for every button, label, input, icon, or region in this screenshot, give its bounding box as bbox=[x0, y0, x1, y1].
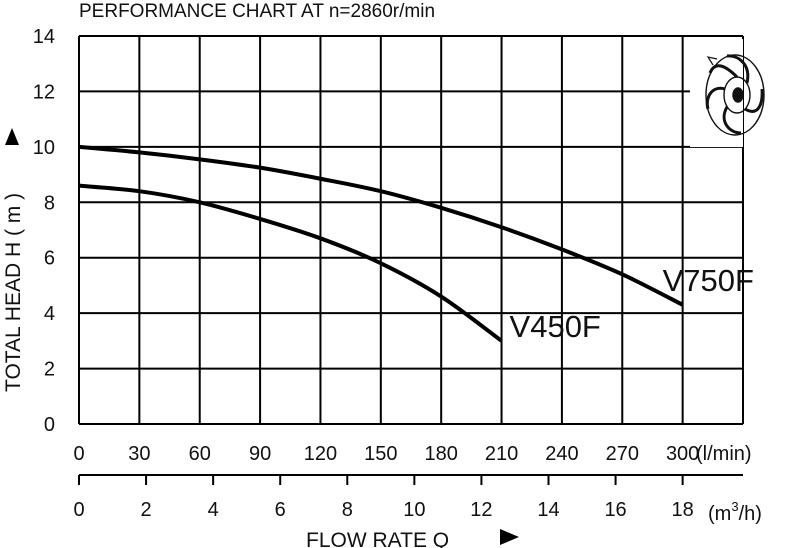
pump-impeller-icon bbox=[705, 54, 765, 136]
x-unit-lpm: (l/min) bbox=[696, 443, 752, 465]
series-line-v750f bbox=[78, 144, 684, 307]
x-tick-label-m3h: 2 bbox=[141, 499, 152, 521]
chart-title: PERFORMANCE CHART AT n=2860r/min bbox=[79, 1, 435, 22]
x-tick-label-lpm: 180 bbox=[424, 443, 457, 465]
x-tick-label-lpm: 240 bbox=[545, 443, 578, 465]
y-tick-label: 0 bbox=[44, 414, 55, 436]
x-unit-m3h: (m3/h) bbox=[708, 499, 762, 525]
y-tick-label: 10 bbox=[33, 137, 55, 159]
y-tick-labels: 0 2 4 6 8 10 12 14 bbox=[33, 26, 55, 436]
x-tick-label-m3h: 16 bbox=[604, 499, 626, 521]
x-tick-label-m3h: 14 bbox=[537, 499, 559, 521]
x-tick-label-lpm: 300 bbox=[666, 443, 699, 465]
x-tick-label-lpm: 60 bbox=[189, 443, 211, 465]
x-tick-label-m3h: 18 bbox=[672, 499, 694, 521]
x-tick-label-lpm: 0 bbox=[73, 443, 84, 465]
x-tick-label-m3h: 0 bbox=[73, 499, 84, 521]
x-tick-label-m3h: 8 bbox=[342, 499, 353, 521]
x-tick-label-lpm: 120 bbox=[304, 443, 337, 465]
x-axis-arrow-icon bbox=[500, 529, 519, 545]
x-tick-labels-lpm: 0 30 60 90 120 150 180 210 240 270 300 bbox=[73, 443, 699, 465]
x-tick-label-lpm: 270 bbox=[606, 443, 639, 465]
x-tick-label-m3h: 10 bbox=[403, 499, 425, 521]
x-tick-labels-m3h: 0 2 4 6 8 10 12 14 16 18 bbox=[73, 499, 693, 521]
y-tick-label: 6 bbox=[44, 248, 55, 270]
chart-series: V450F V750F bbox=[78, 144, 754, 344]
y-axis-label: TOTAL HEAD H ( m ) bbox=[2, 193, 25, 392]
series-label-v750f: V750F bbox=[663, 263, 754, 298]
x-tick-label-lpm: 150 bbox=[364, 443, 397, 465]
x-tick-label-lpm: 30 bbox=[128, 443, 150, 465]
x-tick-label-m3h: 12 bbox=[470, 499, 492, 521]
y-tick-label: 14 bbox=[33, 26, 55, 48]
y-tick-label: 4 bbox=[44, 303, 55, 325]
x-tick-label-lpm: 90 bbox=[249, 443, 271, 465]
chart-grid bbox=[78, 35, 744, 425]
series-label-v450f: V450F bbox=[510, 309, 601, 344]
y-tick-label: 8 bbox=[44, 192, 55, 214]
x-tick-label-m3h: 4 bbox=[208, 499, 219, 521]
x-tick-label-lpm: 210 bbox=[485, 443, 518, 465]
x-tick-label-m3h: 6 bbox=[275, 499, 286, 521]
series-line-v450f bbox=[78, 183, 503, 343]
x-axis-label: FLOW RATE Q bbox=[306, 529, 449, 548]
secondary-axis-ticks bbox=[78, 475, 684, 485]
y-tick-label: 2 bbox=[44, 359, 55, 381]
y-axis-arrow-icon bbox=[5, 128, 19, 145]
y-tick-label: 12 bbox=[33, 81, 55, 103]
